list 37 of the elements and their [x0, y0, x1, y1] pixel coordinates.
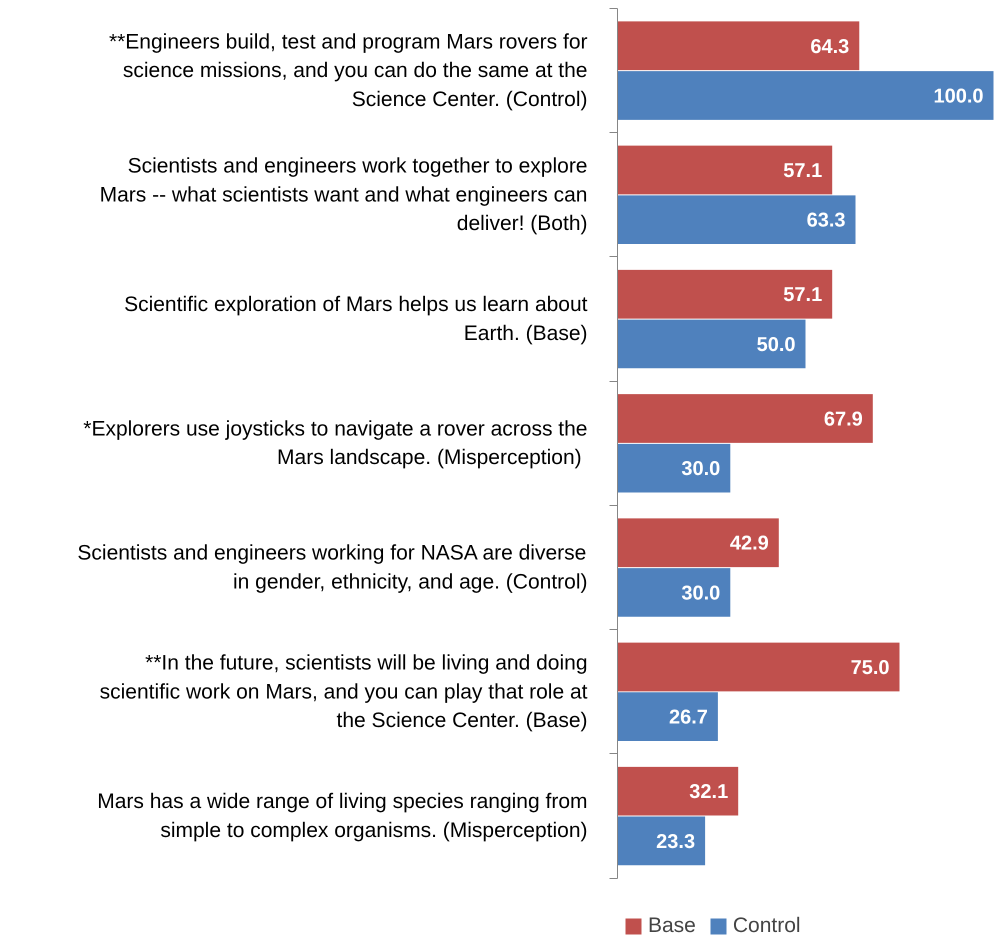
data-label: 75.0	[850, 656, 890, 679]
bar	[618, 642, 900, 692]
data-label: 32.1	[689, 781, 728, 804]
data-label: 63.3	[806, 210, 846, 232]
data-label: 23.3	[656, 830, 696, 853]
data-label: 57.1	[783, 284, 822, 306]
legend-label: Base	[648, 914, 696, 938]
data-label: 26.7	[668, 706, 708, 729]
data-label: 67.9	[824, 408, 863, 430]
bar	[618, 568, 730, 617]
bar	[618, 146, 832, 194]
y-tick-label: Scientific exploration of Mars helps us learn about Earth. (Base)	[124, 293, 588, 345]
y-tick-label: Scientists and engineers work together to explore Mars -- what scientists want and what engineers can deliver! (Both)	[100, 154, 588, 236]
bar	[618, 766, 738, 816]
bar	[618, 692, 718, 742]
y-tick-label: Mars has a wide range of living species ranging from simple to complex organisms. (Misperception)	[97, 790, 588, 842]
bar	[618, 21, 860, 70]
y-tick-label: **In the future, scientists will be living and doing scientific work on Mars, and you can play that role at the Science Center. (Base)	[100, 652, 588, 732]
data-label: 30.0	[681, 458, 720, 480]
bar	[618, 320, 806, 368]
data-label: 100.0	[933, 85, 984, 108]
bar	[618, 71, 994, 120]
y-tick-label: *Explorers use joysticks to navigate a rover across the Mars landscape. (Misperception)	[83, 417, 588, 470]
legend-label: Control	[732, 914, 801, 938]
bar	[618, 816, 706, 866]
bar	[618, 518, 779, 568]
y-tick-label: Scientists and engineers working for NASA are diverse in gender, ethnicity, and age. (Control)	[77, 542, 588, 594]
bar	[618, 195, 856, 244]
bar	[618, 394, 873, 443]
y-tick-label: **Engineers build, test and program Mars rovers for science missions, and you can do the same at the Science Center. (Control)	[108, 30, 588, 111]
data-label: 64.3	[810, 36, 850, 58]
data-label: 42.9	[730, 532, 769, 555]
data-label: 57.1	[783, 160, 822, 182]
data-label: 50.0	[756, 334, 796, 356]
data-label: 30.0	[681, 582, 720, 604]
bar	[618, 444, 730, 493]
bar	[618, 270, 832, 319]
